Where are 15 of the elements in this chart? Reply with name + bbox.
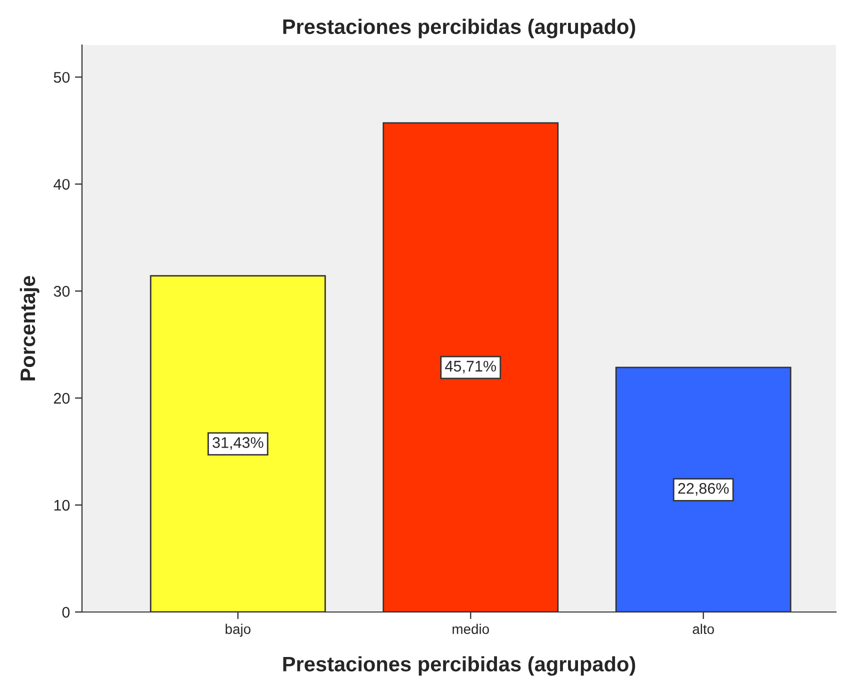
x-tick-label: bajo — [226, 624, 250, 637]
x-tick-label: alto — [692, 624, 714, 634]
x-tick-label: medio — [452, 624, 489, 634]
y-tick-label: 20 — [54, 392, 70, 404]
y-tick-label: 30 — [54, 286, 70, 297]
y-tick-label: 10 — [54, 500, 70, 511]
y-tick-label: 0 — [62, 606, 70, 618]
y-tick-label: 50 — [54, 72, 70, 83]
data-label: 31,43% — [212, 437, 264, 450]
y-axis-title: Porcentaje — [20, 276, 40, 380]
x-axis-title: Prestaciones percibidas (agrupado) — [283, 656, 636, 676]
data-label: 22,86% — [678, 483, 729, 496]
chart-title: Prestaciones percibidas (agrupado) — [283, 18, 636, 38]
data-label: 45,71% — [445, 360, 496, 374]
y-tick-label: 40 — [54, 178, 70, 190]
